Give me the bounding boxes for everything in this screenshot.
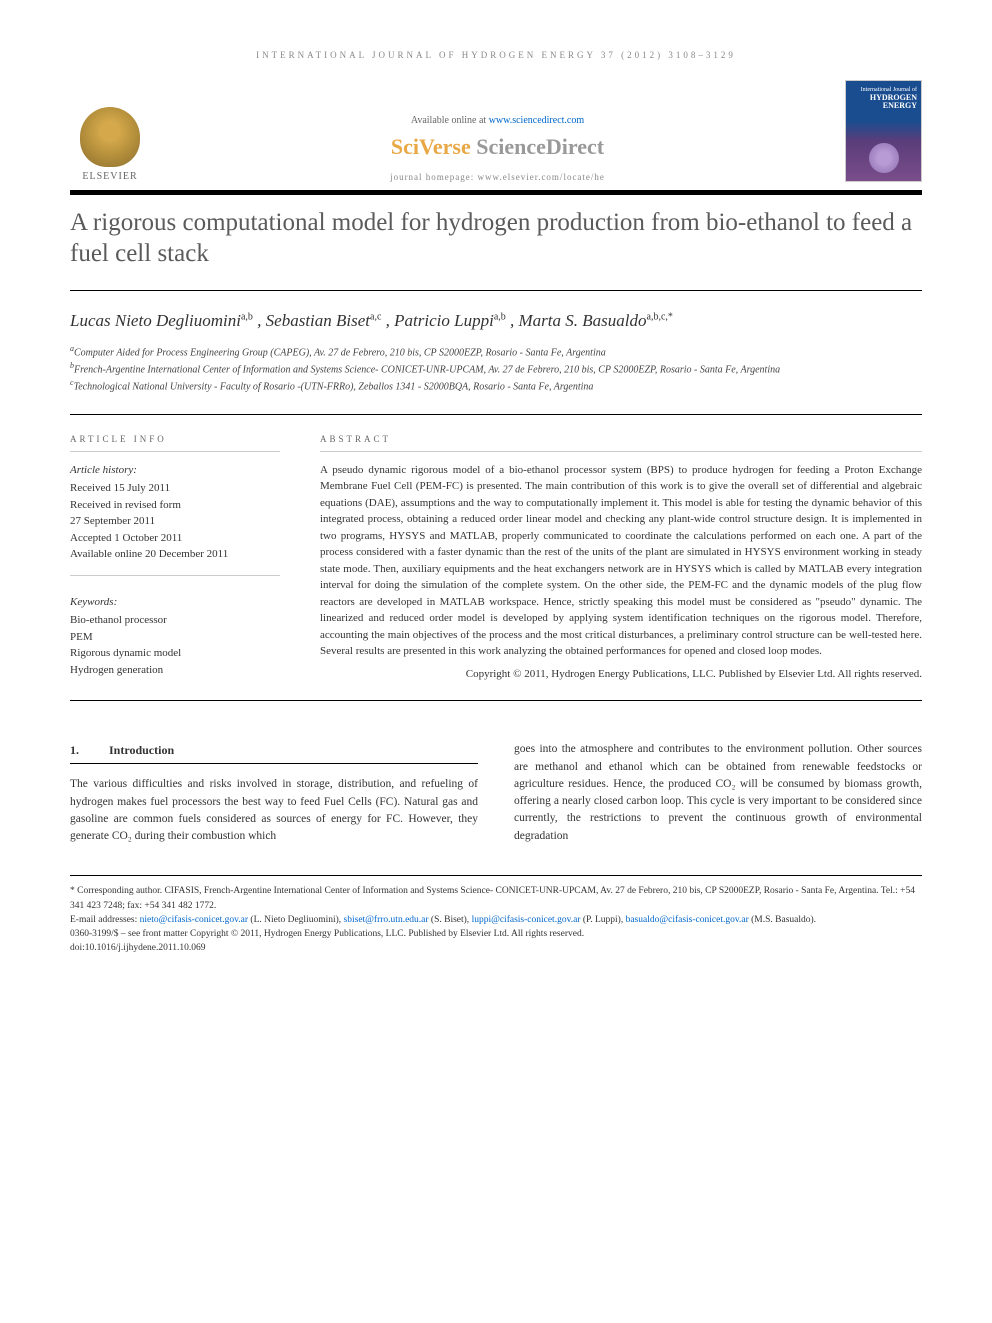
section-1-heading: 1. Introduction: [70, 741, 478, 764]
affil-c-text: Technological National University - Facu…: [74, 381, 594, 392]
history-revised-date: 27 September 2011: [70, 513, 280, 530]
abstract-column: ABSTRACT A pseudo dynamic rigorous model…: [320, 433, 922, 682]
affiliations: aComputer Aided for Process Engineering …: [70, 343, 922, 395]
history-accepted: Accepted 1 October 2011: [70, 530, 280, 547]
affiliation-c: cTechnological National University - Fac…: [70, 377, 922, 394]
email-addresses: E-mail addresses: nieto@cifasis-conicet.…: [70, 913, 922, 927]
cover-line3: ENERGY: [861, 102, 917, 111]
keywords-block: Keywords: Bio-ethanol processor PEM Rigo…: [70, 594, 280, 679]
email-1-name: (L. Nieto Degliuomini),: [248, 915, 344, 925]
keyword-2: Rigorous dynamic model: [70, 645, 280, 662]
footer-block: * Corresponding author. CIFASIS, French-…: [70, 875, 922, 955]
history-received: Received 15 July 2011: [70, 480, 280, 497]
keywords-label: Keywords:: [70, 594, 280, 611]
email-4-name: (M.S. Basualdo).: [749, 915, 816, 925]
email-label: E-mail addresses:: [70, 915, 140, 925]
article-info-column: ARTICLE INFO Article history: Received 1…: [70, 433, 280, 682]
section-number: 1.: [70, 741, 79, 759]
sciverse-gray: ScienceDirect: [476, 134, 604, 159]
issn-line: 0360-3199/$ – see front matter Copyright…: [70, 927, 922, 941]
affil-a-text: Computer Aided for Process Engineering G…: [74, 347, 606, 358]
sciverse-logo: SciVerse ScienceDirect: [170, 134, 825, 160]
journal-homepage: journal homepage: www.elsevier.com/locat…: [170, 172, 825, 182]
keyword-0: Bio-ethanol processor: [70, 612, 280, 629]
elsevier-tree-icon: [80, 107, 140, 167]
paper-title: A rigorous computational model for hydro…: [70, 207, 922, 270]
cover-title: International Journal of HYDROGEN ENERGY: [861, 87, 917, 111]
email-3-name: (P. Luppi),: [580, 915, 625, 925]
intro-paragraph-1: The various difficulties and risks invol…: [70, 776, 478, 845]
corr-text: CIFASIS, French-Argentine International …: [70, 886, 915, 910]
email-3[interactable]: luppi@cifasis-conicet.gov.ar: [472, 915, 581, 925]
info-abstract-row: ARTICLE INFO Article history: Received 1…: [70, 414, 922, 701]
abstract-text: A pseudo dynamic rigorous model of a bio…: [320, 462, 922, 660]
author-4: , Marta S. Basualdo: [510, 311, 646, 330]
intro-paragraph-2: goes into the atmosphere and contributes…: [514, 741, 922, 845]
author-1-sup: a,b: [241, 311, 253, 322]
history-block: Article history: Received 15 July 2011 R…: [70, 462, 280, 576]
email-2[interactable]: sbiset@frro.utn.edu.ar: [344, 915, 429, 925]
history-revised-label: Received in revised form: [70, 497, 280, 514]
authors-line: Lucas Nieto Degliuominia,b , Sebastian B…: [70, 311, 922, 331]
available-online-text: Available online at www.sciencedirect.co…: [170, 115, 825, 126]
author-1: Lucas Nieto Degliuomini: [70, 311, 241, 330]
affiliation-a: aComputer Aided for Process Engineering …: [70, 343, 922, 360]
keyword-3: Hydrogen generation: [70, 662, 280, 679]
email-4[interactable]: basualdo@cifasis-conicet.gov.ar: [626, 915, 749, 925]
email-2-name: (S. Biset),: [429, 915, 472, 925]
affiliation-b: bFrench-Argentine International Center o…: [70, 360, 922, 377]
available-prefix: Available online at: [411, 115, 489, 126]
abstract-label: ABSTRACT: [320, 433, 922, 452]
author-3: , Patricio Luppi: [386, 311, 494, 330]
body-columns: 1. Introduction The various difficulties…: [70, 741, 922, 845]
article-info-label: ARTICLE INFO: [70, 433, 280, 452]
author-2: , Sebastian Biset: [257, 311, 370, 330]
history-online: Available online 20 December 2011: [70, 546, 280, 563]
author-2-sup: a,c: [370, 311, 381, 322]
journal-cover-thumb: International Journal of HYDROGEN ENERGY: [845, 80, 922, 182]
section-title: Introduction: [109, 741, 174, 759]
body-col-left: 1. Introduction The various difficulties…: [70, 741, 478, 845]
history-label: Article history:: [70, 462, 280, 479]
journal-header: INTERNATIONAL JOURNAL OF HYDROGEN ENERGY…: [70, 50, 922, 60]
sciencedirect-link[interactable]: www.sciencedirect.com: [489, 115, 584, 126]
author-4-sup: a,b,c,*: [647, 311, 673, 322]
author-3-sup: a,b: [494, 311, 506, 322]
header-row: ELSEVIER Available online at www.science…: [70, 80, 922, 182]
elsevier-text: ELSEVIER: [82, 171, 137, 182]
copyright-text: Copyright © 2011, Hydrogen Energy Public…: [320, 666, 922, 683]
elsevier-logo: ELSEVIER: [70, 92, 150, 182]
cover-circle-icon: [869, 143, 899, 173]
title-bar: A rigorous computational model for hydro…: [70, 190, 922, 291]
center-header-block: Available online at www.sciencedirect.co…: [150, 115, 845, 182]
body-col-right: goes into the atmosphere and contributes…: [514, 741, 922, 845]
doi-line: doi:10.1016/j.ijhydene.2011.10.069: [70, 941, 922, 955]
keyword-1: PEM: [70, 629, 280, 646]
corr-label: * Corresponding author.: [70, 886, 162, 896]
email-1[interactable]: nieto@cifasis-conicet.gov.ar: [140, 915, 248, 925]
corresponding-author: * Corresponding author. CIFASIS, French-…: [70, 884, 922, 913]
sciverse-orange: SciVerse: [391, 134, 476, 159]
affil-b-text: French-Argentine International Center of…: [74, 364, 780, 375]
